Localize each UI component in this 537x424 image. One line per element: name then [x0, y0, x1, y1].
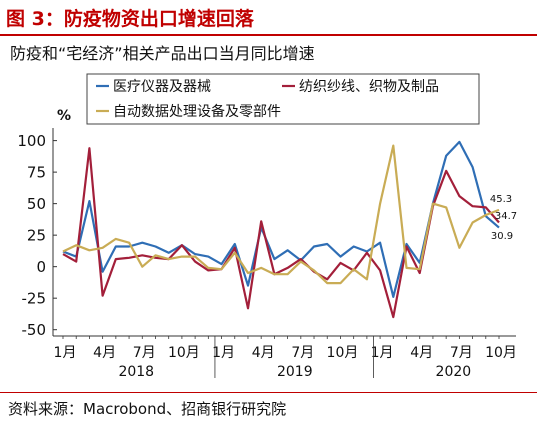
- value-annotation-3: 30.9: [491, 231, 513, 242]
- x-tick-label-10: 4月: [410, 345, 433, 361]
- x-tick-label-5: 1月: [212, 345, 235, 361]
- x-tick-label-8: 10月: [327, 345, 359, 361]
- x-tick-label-6: 4月: [252, 345, 275, 361]
- year-label-2020: 2020: [436, 364, 472, 380]
- x-tick-label-12: 10月: [485, 345, 517, 361]
- value-annotation-2: 34.7: [495, 211, 517, 222]
- y-tick-label-6: -25: [22, 290, 47, 308]
- x-tick-label-7: 7月: [291, 345, 314, 361]
- x-tick-label-9: 1月: [371, 345, 394, 361]
- legend-box: [86, 73, 480, 125]
- series-line-2: [62, 147, 500, 319]
- legend-label-1: 医疗仪器及器械: [113, 79, 211, 95]
- title-divider: [0, 34, 537, 36]
- y-tick-label-2: 75: [27, 164, 46, 182]
- value-annotation-1: 45.3: [490, 194, 512, 205]
- x-tick-label-4: 10月: [168, 345, 200, 361]
- series-line-3: [62, 144, 500, 285]
- y-tick-label-1: 100: [17, 132, 46, 150]
- x-tick-label-11: 7月: [450, 345, 473, 361]
- source-note: 资料来源：Macrobond、招商银行研究院: [8, 400, 287, 418]
- y-tick-label-4: 25: [27, 227, 46, 245]
- chart-subtitle: 防疫和“宅经济”相关产品出口当月同比增速: [10, 44, 315, 63]
- x-tick-label-2: 4月: [93, 345, 116, 361]
- y-tick-label-3: 50: [27, 195, 46, 213]
- x-tick-label-3: 7月: [133, 345, 156, 361]
- source-divider: [0, 392, 537, 393]
- plot-area: % 100 75 50 25 0 -25 -50 1月 4月 7月 10月 1月 4月 7月 10月 1月 4月 7…: [17, 108, 517, 380]
- x-tick-label-1: 1月: [54, 345, 77, 361]
- y-axis-unit: %: [57, 108, 71, 124]
- figure-title: 图 3：防疫物资出口增速回落: [6, 8, 254, 30]
- y-tick-label-5: 0: [36, 258, 46, 276]
- year-label-2019: 2019: [277, 364, 313, 380]
- legend-label-3: 自动数据处理设备及零部件: [113, 103, 281, 120]
- legend-label-2: 纺织纱线、织物及制品: [299, 79, 439, 95]
- y-tick-label-7: -50: [22, 321, 47, 339]
- year-label-2018: 2018: [118, 364, 154, 380]
